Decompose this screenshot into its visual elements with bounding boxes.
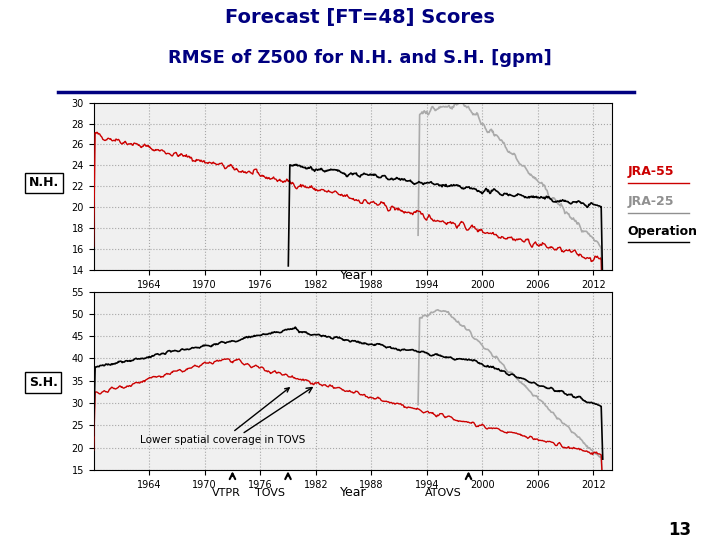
Text: Year: Year — [340, 269, 366, 282]
Text: RMSE of Z500 for N.H. and S.H. [gpm]: RMSE of Z500 for N.H. and S.H. [gpm] — [168, 49, 552, 68]
Text: Lower spatial coverage in TOVS: Lower spatial coverage in TOVS — [140, 388, 305, 445]
Text: Forecast [FT=48] Scores: Forecast [FT=48] Scores — [225, 8, 495, 27]
Text: JRA-25: JRA-25 — [628, 195, 675, 208]
Text: S.H.: S.H. — [29, 376, 58, 389]
Text: ATOVS: ATOVS — [424, 488, 462, 498]
Text: VTPR: VTPR — [212, 488, 241, 498]
Text: JRA-55: JRA-55 — [628, 165, 675, 179]
Text: N.H.: N.H. — [29, 176, 59, 190]
Text: 13: 13 — [668, 521, 691, 538]
Text: Operation: Operation — [628, 225, 698, 238]
Text: TOVS: TOVS — [255, 488, 285, 498]
Text: Year: Year — [340, 485, 366, 499]
